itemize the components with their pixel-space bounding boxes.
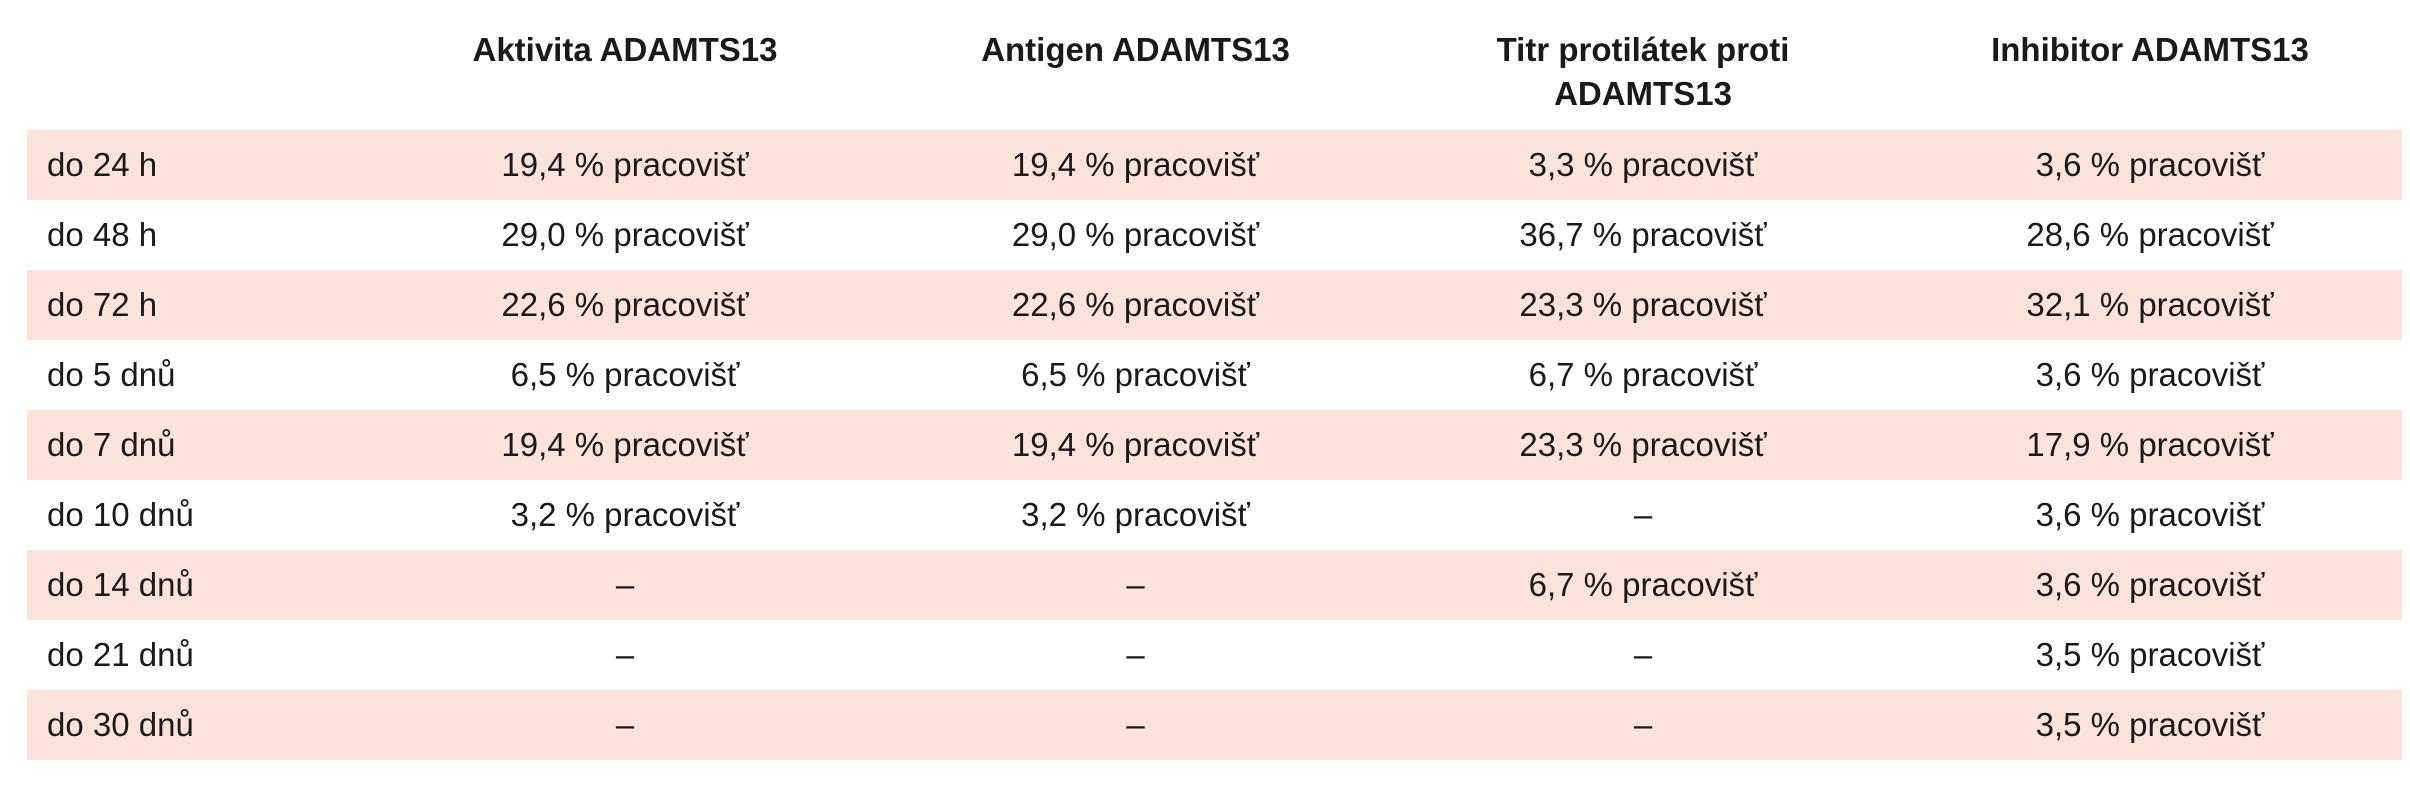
row-label: do 24 h xyxy=(27,130,367,200)
table-cell: 3,2 % pracovišť xyxy=(510,496,740,533)
row-label: do 5 dnů xyxy=(47,356,176,393)
table-cell: 6,5 % pracovišť xyxy=(1021,356,1250,393)
table-cell: 32,1 % pracovišť xyxy=(1898,270,2402,340)
header-cell-antibody-titer: Titr protilátek proti ADAMTS13 xyxy=(1388,22,1898,130)
header-cell-antibody-titer-text: Titr protilátek proti ADAMTS13 xyxy=(1496,31,1790,112)
header-cell-antigen: Antigen ADAMTS13 xyxy=(981,31,1290,68)
table-cell: 3,6 % pracovišť xyxy=(2035,496,2265,533)
table-cell: 19,4 % pracovišť xyxy=(883,410,1388,480)
header-cell-activity: Aktivita ADAMTS13 xyxy=(472,31,778,68)
row-label: do 21 dnů xyxy=(47,636,194,673)
header-row: Aktivita ADAMTS13 Antigen ADAMTS13 Titr … xyxy=(27,22,2402,130)
table-cell: 22,6 % pracovišť xyxy=(883,270,1388,340)
table-row: do 24 h 19,4 % pracovišť 19,4 % pracoviš… xyxy=(27,130,2402,200)
table-cell: – xyxy=(367,550,883,620)
table-row: do 10 dnů 3,2 % pracovišť 3,2 % pracoviš… xyxy=(27,480,2402,550)
table-row: do 30 dnů – – – 3,5 % pracovišť xyxy=(27,690,2402,760)
table-cell: 3,5 % pracovišť xyxy=(1898,690,2402,760)
row-label: do 30 dnů xyxy=(27,690,367,760)
header-cell-inhibitor: Inhibitor ADAMTS13 xyxy=(1991,31,2309,68)
table-row: do 21 dnů – – – 3,5 % pracovišť xyxy=(27,620,2402,690)
table-cell: 3,3 % pracovišť xyxy=(1388,130,1898,200)
table-cell: – xyxy=(1388,690,1898,760)
table-cell: 3,6 % pracovišť xyxy=(2035,356,2265,393)
table-cell: – xyxy=(367,690,883,760)
table-cell: – xyxy=(1633,636,1653,673)
table-row: do 7 dnů 19,4 % pracovišť 19,4 % pracovi… xyxy=(27,410,2402,480)
table-cell: 6,7 % pracovišť xyxy=(1388,550,1898,620)
table-cell: – xyxy=(883,690,1388,760)
table-cell: – xyxy=(1126,636,1145,673)
table-cell: 23,3 % pracovišť xyxy=(1388,410,1898,480)
row-label: do 72 h xyxy=(27,270,367,340)
table-cell: 3,5 % pracovišť xyxy=(2035,636,2265,673)
table-cell: 22,6 % pracovišť xyxy=(367,270,883,340)
table-cell: 29,0 % pracovišť xyxy=(501,216,749,253)
table-row: do 72 h 22,6 % pracovišť 22,6 % pracoviš… xyxy=(27,270,2402,340)
table-cell: 3,6 % pracovišť xyxy=(1898,130,2402,200)
table-cell: 3,2 % pracovišť xyxy=(1021,496,1250,533)
table-cell: 36,7 % pracovišť xyxy=(1519,216,1767,253)
table-cell: 17,9 % pracovišť xyxy=(1898,410,2402,480)
table-cell: – xyxy=(615,636,635,673)
table-cell: 3,6 % pracovišť xyxy=(1898,550,2402,620)
row-label: do 10 dnů xyxy=(47,496,194,533)
table-row: do 5 dnů 6,5 % pracovišť 6,5 % pracovišť… xyxy=(27,340,2402,410)
header-cell-empty xyxy=(27,22,367,130)
table-cell: – xyxy=(883,550,1388,620)
table-cell: 6,7 % pracovišť xyxy=(1528,356,1758,393)
table-cell: 28,6 % pracovišť xyxy=(2026,216,2274,253)
table-row: do 14 dnů – – 6,7 % pracovišť 3,6 % prac… xyxy=(27,550,2402,620)
row-label: do 48 h xyxy=(47,216,158,253)
table-cell: – xyxy=(1633,496,1653,533)
table-cell: 6,5 % pracovišť xyxy=(510,356,740,393)
table-cell: 29,0 % pracovišť xyxy=(1011,216,1260,253)
table-cell: 19,4 % pracovišť xyxy=(883,130,1388,200)
row-label: do 7 dnů xyxy=(27,410,367,480)
row-label: do 14 dnů xyxy=(27,550,367,620)
table-row: do 48 h 29,0 % pracovišť 29,0 % pracoviš… xyxy=(27,200,2402,270)
table-cell: 23,3 % pracovišť xyxy=(1388,270,1898,340)
data-table: Aktivita ADAMTS13 Antigen ADAMTS13 Titr … xyxy=(27,22,2402,760)
table-cell: 19,4 % pracovišť xyxy=(367,130,883,200)
table-cell: 19,4 % pracovišť xyxy=(367,410,883,480)
